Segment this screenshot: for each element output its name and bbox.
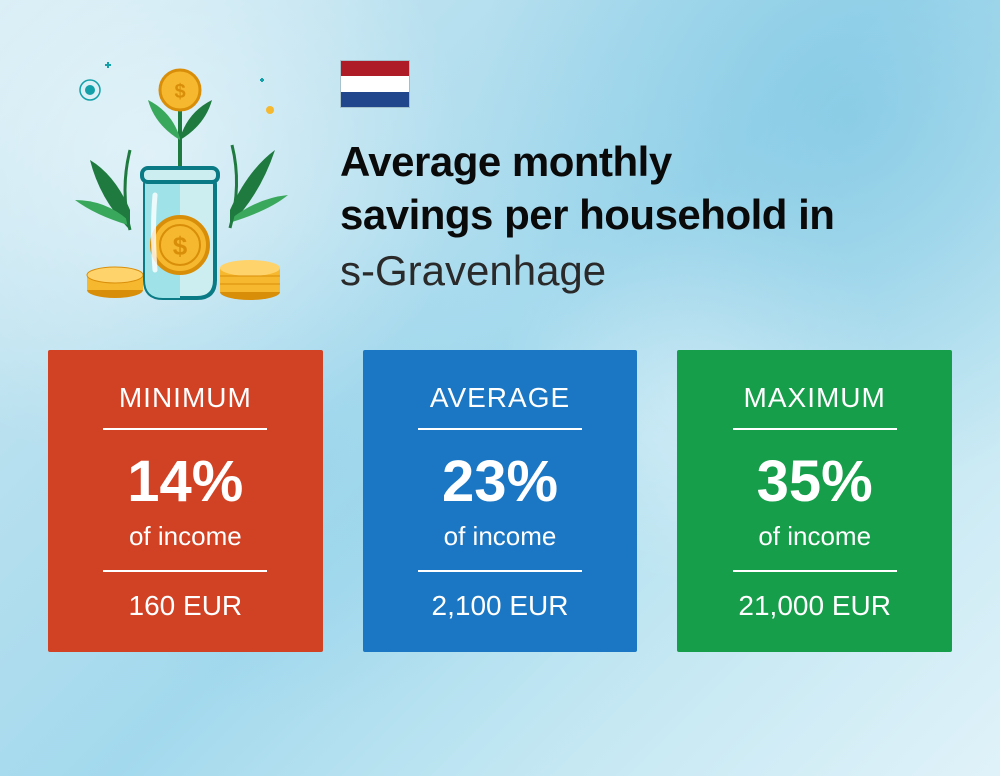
divider	[733, 428, 897, 430]
card-amount: 160 EUR	[68, 590, 303, 622]
card-minimum: MINIMUM 14% of income 160 EUR	[48, 350, 323, 652]
flag-stripe-top	[341, 61, 409, 76]
card-percent: 35%	[697, 448, 932, 515]
card-average: AVERAGE 23% of income 2,100 EUR	[363, 350, 638, 652]
divider	[418, 570, 582, 572]
netherlands-flag-icon	[340, 60, 410, 108]
card-amount: 2,100 EUR	[383, 590, 618, 622]
divider	[733, 570, 897, 572]
title-line-2: savings per household in	[340, 189, 940, 242]
title-location: s-Gravenhage	[340, 245, 940, 298]
divider	[418, 428, 582, 430]
card-label: MAXIMUM	[697, 382, 932, 414]
title-block: Average monthly savings per household in…	[340, 50, 940, 298]
svg-text:$: $	[174, 81, 185, 103]
card-maximum: MAXIMUM 35% of income 21,000 EUR	[677, 350, 952, 652]
card-label: MINIMUM	[68, 382, 303, 414]
header: $ $	[0, 0, 1000, 310]
card-sub: of income	[383, 521, 618, 552]
card-label: AVERAGE	[383, 382, 618, 414]
card-sub: of income	[68, 521, 303, 552]
flag-stripe-middle	[341, 76, 409, 91]
divider	[103, 570, 267, 572]
flag-stripe-bottom	[341, 92, 409, 107]
divider	[103, 428, 267, 430]
card-percent: 23%	[383, 448, 618, 515]
card-amount: 21,000 EUR	[697, 590, 932, 622]
savings-illustration: $ $	[60, 50, 300, 310]
stat-cards: MINIMUM 14% of income 160 EUR AVERAGE 23…	[0, 310, 1000, 652]
card-percent: 14%	[68, 448, 303, 515]
svg-text:$: $	[173, 231, 188, 261]
title-line-1: Average monthly	[340, 136, 940, 189]
card-sub: of income	[697, 521, 932, 552]
